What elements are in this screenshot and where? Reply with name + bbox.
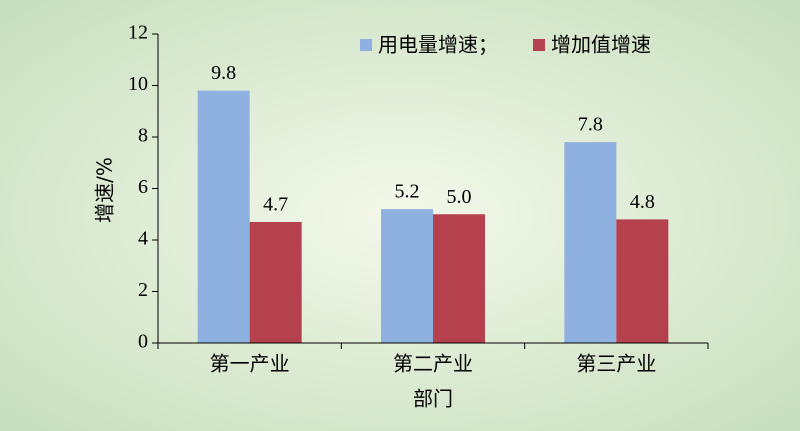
bar (197, 90, 250, 344)
y-tick-label: 12 (128, 22, 148, 44)
legend-label: 增加值增速 (551, 33, 651, 57)
y-tick-label: 8 (138, 125, 148, 147)
value-label: 5.2 (395, 181, 420, 203)
x-axis-label: 部门 (413, 387, 453, 411)
bar (249, 221, 302, 343)
bar (616, 219, 669, 343)
y-tick-label: 2 (138, 279, 148, 301)
y-tick-label: 4 (138, 228, 148, 250)
legend-swatch (533, 39, 545, 51)
value-label: 5.0 (447, 186, 472, 208)
value-label: 4.8 (630, 191, 655, 213)
x-tick-label: 第三产业 (576, 352, 656, 376)
y-axis-label: 增速/% (93, 157, 117, 223)
y-tick-label: 6 (138, 176, 148, 198)
y-tick-label: 10 (128, 73, 148, 95)
value-label: 4.7 (263, 194, 288, 216)
bar (433, 214, 485, 343)
value-label: 9.8 (211, 62, 236, 84)
x-tick-label: 第二产业 (393, 352, 473, 376)
x-tick-label: 第一产业 (210, 352, 290, 376)
value-label: 7.8 (578, 114, 603, 136)
legend-swatch (360, 39, 372, 51)
bar (564, 142, 617, 343)
legend-label: 用电量增速； (378, 33, 498, 57)
bar (381, 209, 433, 343)
y-tick-label: 0 (138, 331, 148, 353)
